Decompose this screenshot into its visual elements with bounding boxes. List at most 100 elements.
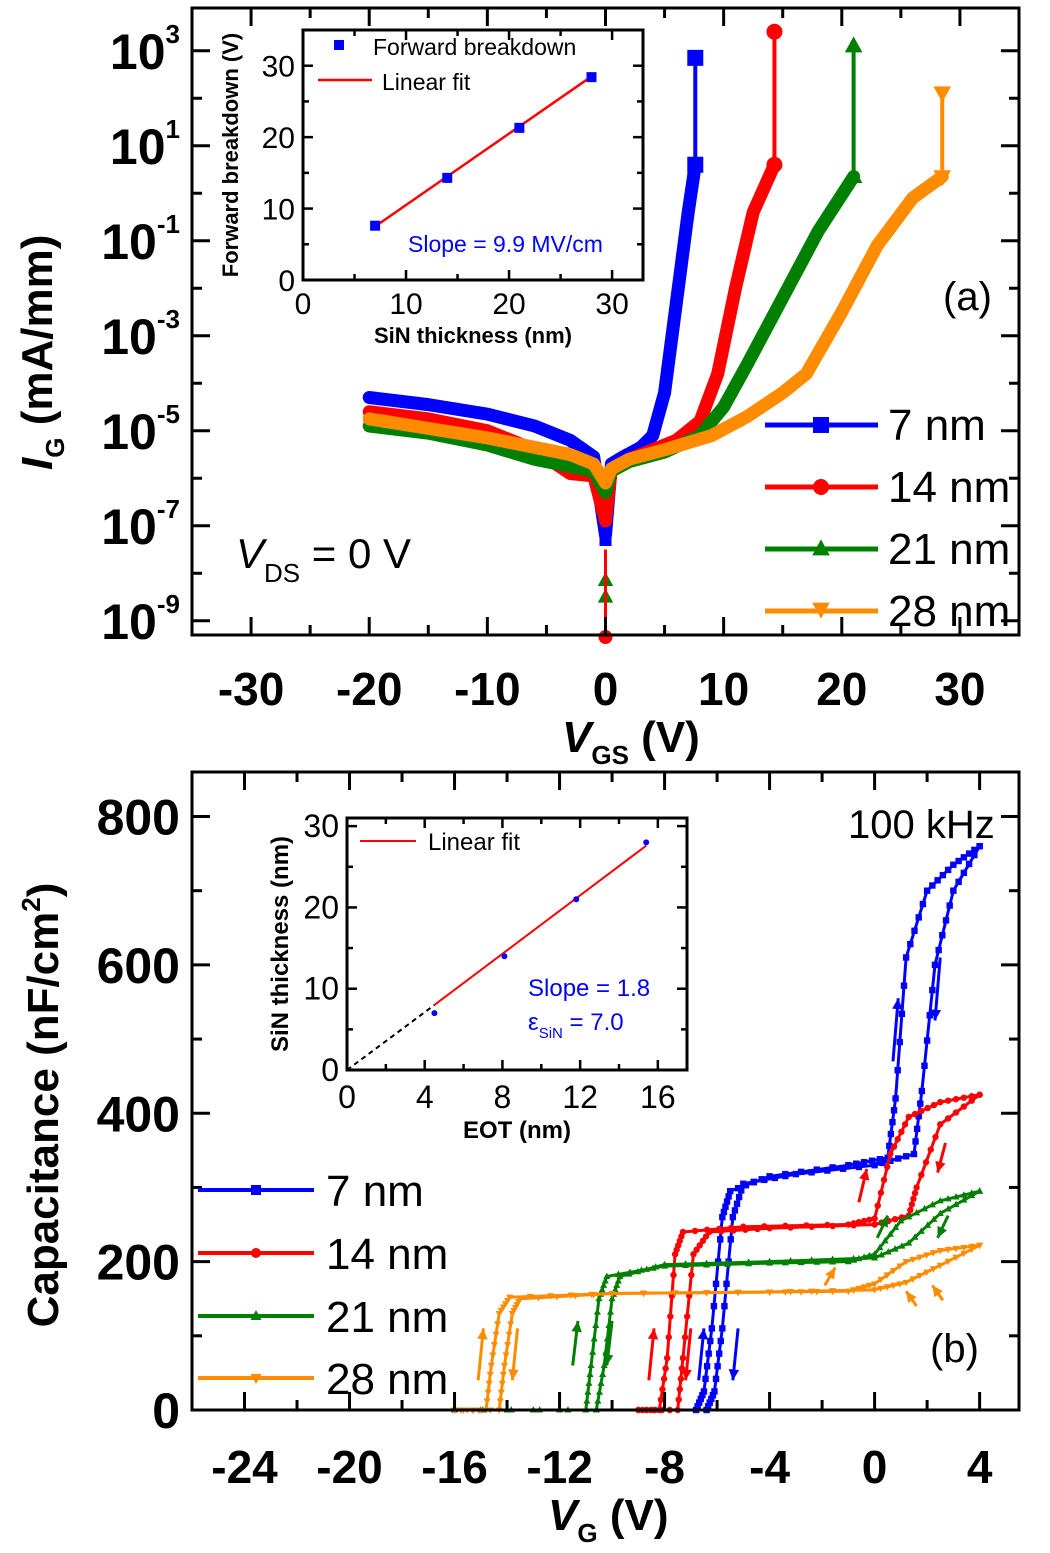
- sweep-marker: [960, 1196, 968, 1203]
- series-14-nm: [635, 1091, 983, 1414]
- sweep-marker: [583, 1397, 591, 1404]
- panel-a: -30 -20 -10 0 10 20 30 10310110-110-310-510-71…: [13, 6, 1021, 770]
- sweep-arrowhead: [932, 1285, 943, 1298]
- sweep-marker: [717, 1236, 724, 1243]
- sweep-marker: [955, 857, 962, 865]
- sweep-marker: [926, 1012, 933, 1019]
- sweep-marker: [952, 1200, 960, 1208]
- inset-b-data: [346, 839, 650, 1071]
- inset-b-x-label: EOT (nm): [463, 1117, 571, 1144]
- x-tick-label: -30: [218, 663, 284, 715]
- x-tick-label: 0: [862, 1441, 888, 1493]
- sweep-marker: [952, 1193, 960, 1200]
- sweep-marker: [927, 1146, 934, 1153]
- sweep-marker: [824, 1167, 831, 1174]
- sweep-marker: [766, 1225, 773, 1232]
- sweep-marker: [731, 1207, 739, 1214]
- sweep-marker: [829, 1164, 836, 1171]
- inset-a-x-tick-label: 0: [295, 288, 312, 321]
- sweep-marker: [808, 1169, 815, 1176]
- series-21-nm: [451, 1187, 984, 1413]
- sweep-marker: [584, 1388, 592, 1395]
- inset-a-y-tick-label: 30: [262, 51, 295, 84]
- sweep-marker: [598, 1285, 606, 1293]
- panel-a-vds-annotation: VDS = 0 V: [236, 530, 411, 588]
- sweep-marker: [892, 1095, 899, 1102]
- sweep-marker: [587, 1361, 595, 1369]
- inset-a-legend-marker: [334, 40, 344, 50]
- inset-b-y-tick-label: 30: [303, 808, 339, 844]
- legend-label: 21 nm: [326, 1293, 448, 1342]
- sweep-marker: [889, 1118, 896, 1126]
- sweep-marker: [889, 1267, 898, 1275]
- sweep-marker: [696, 1399, 703, 1406]
- inset-a-x-tick-label: 30: [595, 288, 628, 321]
- sweep-arrowhead: [878, 1215, 888, 1228]
- sweep-arrowhead: [935, 1160, 946, 1173]
- sweep-marker: [586, 1370, 594, 1377]
- inset-b-fit-line: [433, 844, 647, 1006]
- sweep-marker: [886, 1142, 893, 1150]
- sweep-marker: [703, 1259, 711, 1266]
- x-tick-label: -16: [421, 1441, 487, 1493]
- sweep-marker: [887, 1150, 894, 1158]
- sweep-marker: [592, 1321, 600, 1328]
- sweep-marker: [721, 1302, 728, 1310]
- panel-b-frequency: 100 kHz: [848, 803, 995, 847]
- sweep-marker: [709, 1391, 717, 1399]
- sweep-marker: [720, 1208, 728, 1216]
- inset-a-point: [586, 72, 597, 83]
- sweep-marker: [808, 1288, 816, 1295]
- sweep-marker: [939, 871, 947, 879]
- sweep-marker: [665, 1334, 672, 1341]
- sweep-marker: [955, 878, 962, 885]
- sweep-marker: [880, 1176, 888, 1184]
- sweep-marker: [898, 1010, 906, 1018]
- sweep-marker: [506, 1294, 514, 1302]
- end-marker: [844, 167, 863, 184]
- sweep-marker: [492, 1331, 500, 1339]
- sweep-marker: [871, 1287, 879, 1294]
- sweep-marker: [729, 1213, 737, 1221]
- sweep-marker: [724, 1258, 732, 1266]
- panel-b-x-ticks: -24 -20 -16 -12 -8 -4 0 4: [190, 772, 993, 1493]
- sweep-marker: [844, 1257, 852, 1265]
- legend-label: 21 nm: [888, 525, 1010, 574]
- sweep-marker: [652, 1263, 660, 1270]
- panel-b-plot-frame: [190, 770, 1021, 1412]
- sweep-marker: [535, 1295, 543, 1302]
- sweep-marker: [702, 1233, 710, 1240]
- sweep-marker: [595, 1388, 603, 1395]
- panel-a-x-label: VGS (V): [562, 713, 700, 770]
- sweep-marker: [884, 1248, 892, 1255]
- sweep-arrowhead: [937, 1225, 947, 1238]
- sweep-marker: [910, 1195, 917, 1202]
- legend-marker: [812, 539, 830, 556]
- sweep-marker: [929, 1266, 937, 1273]
- inset-b-point: [573, 896, 580, 903]
- sweep-marker: [725, 1193, 732, 1200]
- panel-a-x-ticks: -30 -20 -10 0 10 20 30: [190, 8, 1021, 715]
- sweep-marker: [889, 1282, 898, 1290]
- sweep-marker: [871, 1161, 878, 1169]
- sweep-marker: [894, 1136, 901, 1143]
- sweep-marker: [860, 1284, 868, 1291]
- sweep-marker: [908, 1201, 916, 1208]
- sweep-marker: [936, 1262, 944, 1270]
- sweep-marker: [585, 1379, 593, 1386]
- sweep-marker: [702, 1375, 709, 1383]
- sweep-marker: [660, 1375, 668, 1383]
- sweep-marker: [850, 1287, 858, 1295]
- sweep-marker: [952, 1109, 960, 1116]
- sweep-marker: [808, 1223, 815, 1230]
- x-tick-label: 20: [816, 663, 867, 715]
- sweep-marker: [905, 1113, 912, 1121]
- sweep-arrowhead: [571, 1320, 582, 1333]
- y-tick-label: 10-1: [101, 209, 180, 270]
- sweep-marker: [905, 1239, 913, 1246]
- sweep-marker: [766, 1289, 774, 1296]
- sweep-marker: [890, 1143, 898, 1150]
- sweep-marker: [865, 1282, 873, 1290]
- sweep-marker: [918, 1107, 925, 1115]
